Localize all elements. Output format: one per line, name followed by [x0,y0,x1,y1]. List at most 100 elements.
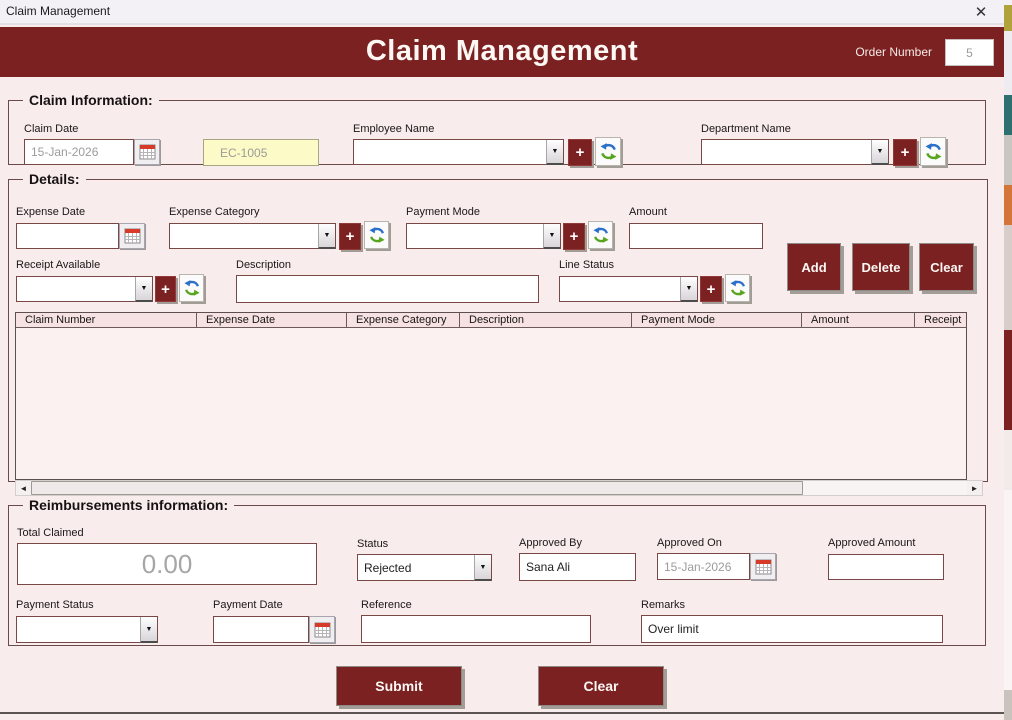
calendar-icon [314,622,330,637]
refresh-employees-button[interactable] [595,137,621,166]
scrollbar-track[interactable] [803,481,967,495]
payment-mode-label: Payment Mode [406,206,480,218]
approved-on-label: Approved On [657,537,722,549]
table-column-header: Description [460,313,632,328]
header-banner: Claim Management Order Number [0,27,1004,77]
approved-by-input[interactable] [519,553,636,581]
claim-date-label: Claim Date [24,123,79,135]
table-column-header: Claim Number [16,313,197,328]
payment-status-select[interactable]: ▼ [16,616,158,643]
status-select[interactable]: Rejected ▼ [357,554,492,581]
approved-amount-label: Approved Amount [828,537,916,549]
table-horizontal-scrollbar[interactable]: ◄ ► [15,480,983,496]
department-name-select[interactable]: ▼ [701,139,889,165]
payment-date-label: Payment Date [213,599,283,611]
table-column-header: Amount [802,313,915,328]
window-titlebar: Claim Management ✕ [0,0,1004,25]
claim-information-legend: Claim Information: [29,92,153,108]
approved-amount-input[interactable] [828,554,944,580]
expense-date-calendar-button[interactable] [119,223,145,249]
description-input[interactable] [236,275,539,303]
receipt-available-select[interactable]: ▼ [16,276,153,302]
status-label: Status [357,538,389,550]
employee-name-label: Employee Name [353,123,435,135]
expense-date-input[interactable] [16,223,119,249]
add-receipt-option-button[interactable]: + [155,276,176,302]
sync-icon [592,227,609,243]
total-claimed-value: 0.00 [17,543,317,585]
chevron-down-icon[interactable]: ▼ [318,224,335,249]
chevron-down-icon[interactable]: ▼ [474,555,491,581]
receipt-available-label: Receipt Available [16,259,101,271]
payment-status-label: Payment Status [16,599,94,611]
refresh-payment-modes-button[interactable] [588,221,613,249]
amount-input[interactable] [629,223,763,249]
claim-date-calendar-button[interactable] [134,139,160,165]
approved-on-calendar-button[interactable] [750,553,776,580]
add-payment-mode-button[interactable]: + [563,223,585,250]
sync-icon [729,280,746,296]
refresh-line-statuses-button[interactable] [725,274,750,302]
expense-date-label: Expense Date [16,206,86,218]
description-label: Description [236,259,292,271]
employee-name-select[interactable]: ▼ [353,139,564,165]
refresh-departments-button[interactable] [920,137,946,166]
add-employee-button[interactable]: + [568,139,592,166]
claim-lines-table[interactable]: Claim Number Expense Date Expense Category… [15,312,967,480]
clear-line-button[interactable]: Clear [919,243,974,291]
amount-label: Amount [629,206,667,218]
sync-icon [368,227,385,243]
refresh-expense-categories-button[interactable] [364,221,389,249]
order-number-label: Order Number [855,45,932,59]
payment-mode-select[interactable]: ▼ [406,223,561,249]
delete-line-button[interactable]: Delete [852,243,910,291]
chevron-down-icon[interactable]: ▼ [680,277,697,302]
department-name-label: Department Name [701,123,791,135]
claim-information-section: Claim Information: Claim Date Employee N… [8,92,986,166]
table-header-row: Claim Number Expense Date Expense Category… [16,313,966,328]
sync-icon [925,143,941,160]
add-department-button[interactable]: + [893,139,917,166]
expense-category-select[interactable]: ▼ [169,223,336,249]
chevron-down-icon[interactable]: ▼ [871,140,888,165]
chevron-down-icon[interactable]: ▼ [546,140,563,165]
window-bottom-border [0,712,1004,714]
remarks-input[interactable] [641,615,943,643]
chevron-down-icon[interactable]: ▼ [135,277,152,302]
submit-button[interactable]: Submit [336,666,462,706]
chevron-down-icon[interactable]: ▼ [140,617,157,643]
add-line-button[interactable]: Add [787,243,841,291]
payment-date-input[interactable] [213,616,309,643]
scroll-right-icon[interactable]: ► [967,481,982,495]
refresh-receipt-options-button[interactable] [179,274,204,302]
scrollbar-thumb[interactable] [31,481,803,495]
total-claimed-label: Total Claimed [17,527,84,539]
approved-on-input[interactable] [657,553,750,580]
table-column-header: Payment Mode [632,313,802,328]
order-number-input[interactable] [945,39,994,66]
background-app-strip [1004,0,1012,720]
add-expense-category-button[interactable]: + [339,223,361,250]
details-section: Details: Expense Date Expense Category ▼… [8,171,988,496]
page-title: Claim Management [365,35,639,67]
window-title: Claim Management [6,4,111,18]
line-status-select[interactable]: ▼ [559,276,698,302]
scroll-left-icon[interactable]: ◄ [16,481,31,495]
details-legend: Details: [29,171,80,187]
calendar-icon [755,559,771,574]
reimbursements-legend: Reimbursements information: [29,497,229,513]
claim-code-field[interactable] [203,139,319,166]
table-column-header: Receipt [924,314,962,326]
expense-category-label: Expense Category [169,206,260,218]
sync-icon [600,143,616,160]
claim-date-input[interactable] [24,139,134,165]
remarks-label: Remarks [641,599,686,611]
close-icon[interactable]: ✕ [974,4,988,21]
payment-date-calendar-button[interactable] [309,616,335,643]
chevron-down-icon[interactable]: ▼ [543,224,560,249]
calendar-icon [124,228,140,244]
add-line-status-button[interactable]: + [700,276,722,302]
reference-input[interactable] [361,615,591,643]
clear-form-button[interactable]: Clear [538,666,664,706]
